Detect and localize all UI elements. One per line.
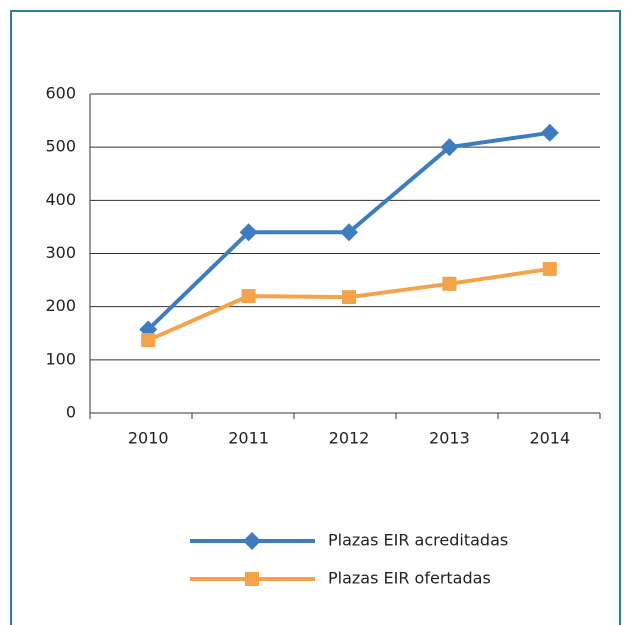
data-point — [241, 289, 256, 304]
y-tick-label: 300 — [45, 243, 76, 262]
y-tick-label: 200 — [45, 296, 76, 315]
data-point — [340, 223, 358, 242]
legend-marker — [245, 572, 259, 586]
data-point — [239, 223, 258, 242]
x-tick-label: 2010 — [128, 429, 169, 448]
x-tick-label: 2014 — [529, 429, 570, 448]
data-point — [440, 138, 459, 157]
x-tick-label: 2012 — [329, 429, 370, 448]
frame — [10, 10, 621, 625]
legend-label: Plazas EIR acreditadas — [328, 531, 508, 550]
x-tick-label: 2013 — [429, 429, 470, 448]
y-tick-label: 100 — [45, 349, 76, 368]
data-point — [141, 333, 156, 348]
y-tick-label: 0 — [66, 403, 76, 422]
legend-marker — [243, 532, 261, 550]
y-tick-label: 400 — [45, 190, 76, 209]
x-tick-label: 2011 — [228, 429, 269, 448]
series-line — [147, 266, 551, 342]
data-point — [540, 123, 559, 142]
y-tick-label: 500 — [45, 137, 76, 156]
data-point — [342, 290, 356, 305]
data-point — [442, 276, 457, 291]
legend-label: Plazas EIR ofertadas — [328, 569, 491, 588]
data-point — [542, 261, 557, 276]
y-tick-label: 600 — [45, 84, 76, 103]
